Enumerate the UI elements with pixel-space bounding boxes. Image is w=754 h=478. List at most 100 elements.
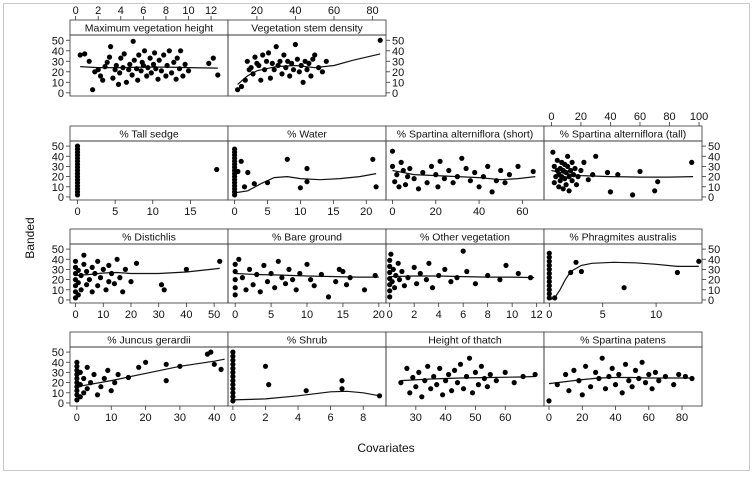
data-point — [413, 384, 419, 390]
data-point — [493, 178, 499, 184]
data-point — [230, 386, 236, 392]
x-tick-label: 15 — [337, 309, 349, 321]
data-point — [117, 275, 123, 281]
data-point — [72, 258, 79, 264]
y-tick-label: 40 — [52, 46, 64, 58]
data-point — [393, 272, 399, 279]
data-point — [452, 367, 458, 373]
data-point — [296, 69, 302, 75]
data-point — [104, 59, 110, 65]
data-point — [599, 355, 605, 361]
data-point — [91, 371, 97, 378]
data-point — [546, 398, 552, 404]
data-point — [411, 176, 417, 182]
data-point — [619, 390, 625, 396]
data-point — [74, 359, 80, 365]
data-point — [578, 268, 585, 275]
data-point — [565, 163, 571, 169]
panel-box — [227, 346, 387, 407]
panel-7: % Bare ground 0 5 10 15 20 — [227, 228, 387, 321]
data-point — [263, 58, 270, 64]
data-point — [185, 68, 192, 74]
data-point — [230, 369, 236, 375]
data-point — [472, 169, 478, 176]
data-point — [123, 79, 129, 85]
data-point — [120, 289, 126, 295]
data-point — [347, 275, 353, 281]
data-point — [472, 369, 478, 375]
data-point — [82, 51, 88, 57]
data-point — [141, 48, 148, 54]
data-point — [166, 48, 172, 54]
x-tick-label: 8 — [485, 309, 491, 321]
data-point — [343, 282, 350, 288]
data-point — [251, 181, 257, 187]
data-point — [551, 180, 557, 186]
data-point — [74, 388, 80, 394]
data-point — [208, 349, 214, 355]
data-point — [304, 179, 310, 185]
data-point — [629, 384, 635, 390]
data-point — [422, 378, 428, 384]
y-tick-label: 40 — [52, 254, 64, 266]
data-point — [563, 371, 569, 378]
y-tick-label: 40 — [392, 46, 404, 58]
data-point — [105, 367, 111, 373]
x-tick-label: 80 — [663, 111, 675, 123]
data-point — [399, 268, 405, 275]
data-point — [546, 254, 552, 260]
data-point — [284, 156, 290, 162]
data-point — [277, 58, 283, 64]
data-point — [565, 153, 571, 159]
x-tick-label: 4 — [436, 309, 442, 321]
data-point — [293, 287, 299, 293]
data-point — [114, 256, 120, 262]
y-tick-label: 50 — [708, 141, 720, 153]
data-point — [457, 361, 464, 367]
data-point — [459, 155, 465, 161]
data-point — [88, 380, 94, 386]
x-tick-label: 8 — [163, 5, 169, 17]
data-point — [246, 266, 253, 272]
data-point — [183, 266, 189, 272]
data-point — [101, 375, 107, 382]
y-tick-label: 20 — [708, 172, 720, 184]
data-point — [636, 375, 642, 382]
x-tick-label: 20 — [251, 5, 263, 17]
data-point — [126, 67, 132, 73]
data-point — [414, 281, 420, 287]
data-point — [649, 386, 655, 392]
data-point — [563, 169, 569, 176]
data-point — [463, 373, 470, 380]
data-point — [389, 163, 396, 169]
x-tick-label: 0 — [546, 309, 552, 321]
data-point — [275, 62, 281, 69]
data-point — [89, 264, 95, 270]
data-point — [232, 268, 238, 275]
data-point — [283, 65, 289, 71]
data-point — [84, 268, 90, 275]
x-tick-label: 40 — [473, 206, 485, 218]
data-point — [319, 69, 325, 75]
data-point — [467, 178, 473, 184]
data-point — [425, 363, 431, 369]
data-point — [75, 292, 81, 298]
y-tick-label: 10 — [708, 285, 720, 297]
data-point — [109, 270, 115, 277]
data-point — [515, 163, 521, 169]
data-point — [546, 258, 552, 264]
data-point — [579, 392, 585, 398]
data-point — [502, 180, 508, 186]
data-point — [230, 361, 236, 367]
x-tick-label: 2 — [262, 412, 268, 424]
x-tick-label: 0 — [73, 5, 79, 17]
data-point — [437, 365, 443, 371]
data-point — [469, 390, 476, 396]
data-point — [182, 61, 188, 67]
data-point — [86, 58, 92, 64]
data-point — [415, 186, 422, 192]
data-point — [211, 361, 217, 367]
data-point — [127, 61, 133, 67]
data-point — [97, 275, 104, 281]
